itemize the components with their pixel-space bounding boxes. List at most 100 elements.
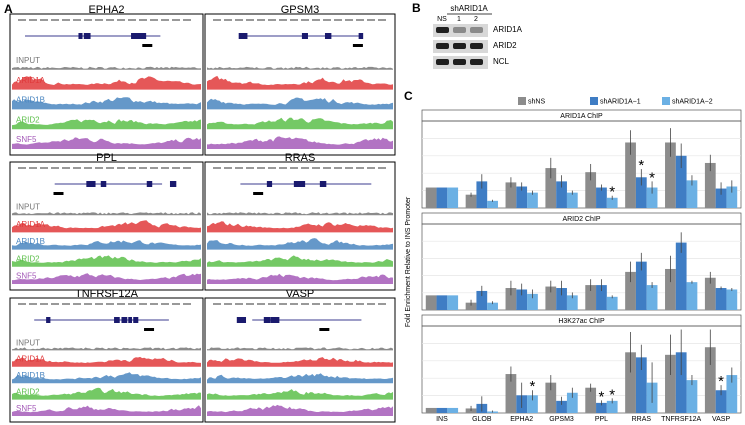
- track-label: ARID2: [16, 254, 40, 263]
- track-label: ARID1A: [16, 76, 46, 85]
- scale-text: [29, 303, 37, 305]
- scale-text: [290, 167, 298, 169]
- bar: [675, 155, 687, 208]
- exon: [83, 33, 91, 39]
- scale-text: [150, 167, 158, 169]
- scale-text: [257, 19, 265, 21]
- bar: [465, 302, 477, 310]
- protein-label: NCL: [493, 57, 510, 66]
- scale-text: [224, 167, 232, 169]
- bar: [686, 380, 698, 413]
- blot-band: [436, 27, 449, 33]
- scale-text: [301, 19, 309, 21]
- bar: [425, 295, 437, 310]
- bar: [566, 192, 578, 208]
- significance-star: *: [638, 157, 644, 174]
- scale-text: [246, 19, 254, 21]
- exon: [100, 181, 107, 187]
- track-label: ARID1A: [16, 355, 46, 364]
- scale-text: [172, 167, 180, 169]
- scale-text: [95, 303, 103, 305]
- blot-band: [436, 59, 449, 65]
- track-box: [9, 161, 204, 291]
- track-label: ARID2: [16, 388, 40, 397]
- scale-text: [117, 19, 125, 21]
- bar: [606, 296, 618, 310]
- signal-track: [12, 76, 201, 90]
- x-tick-label: TNFRSF12A: [661, 416, 701, 423]
- scale-text: [279, 19, 287, 21]
- y-axis-label: Fold Enrichment Relative to INS Promoter: [405, 196, 412, 327]
- scale-text: [84, 19, 92, 21]
- scale-text: [183, 167, 191, 169]
- x-tick-label: EPHA2: [510, 416, 533, 423]
- signal-track: [12, 240, 201, 250]
- track-label: INPUT: [16, 338, 40, 347]
- scale-text: [323, 19, 331, 21]
- bar: [704, 277, 716, 310]
- scale-text: [183, 19, 191, 21]
- bar: [487, 302, 498, 310]
- bar: [646, 187, 658, 208]
- scale-text: [128, 167, 136, 169]
- bar: [436, 407, 448, 413]
- signal-track: [12, 66, 201, 70]
- signal-track: [12, 405, 201, 416]
- scale-text: [312, 19, 320, 21]
- scale-text: [18, 19, 26, 21]
- signal-track: [207, 389, 393, 400]
- bar: [566, 295, 578, 310]
- bar: [505, 374, 517, 413]
- scale-text: [183, 303, 191, 305]
- signal-track: [12, 220, 201, 233]
- scale-text: [51, 167, 59, 169]
- scale-text: [367, 167, 375, 169]
- bar: [704, 162, 716, 208]
- bar: [476, 290, 488, 310]
- scale-text: [128, 19, 136, 21]
- bar: [505, 182, 517, 208]
- peak-region: [142, 44, 153, 47]
- scale-text: [378, 19, 386, 21]
- exon: [242, 317, 247, 323]
- gene-name: EPHA2: [88, 4, 124, 16]
- panel-letter: A: [4, 2, 13, 16]
- scale-text: [367, 19, 375, 21]
- bar: [487, 200, 498, 208]
- x-tick-label: GLOB: [472, 416, 492, 423]
- scale-text: [29, 167, 37, 169]
- scale-text: [51, 303, 59, 305]
- bar: [596, 187, 607, 208]
- x-tick-label: GPSM3: [549, 416, 574, 423]
- signal-track: [207, 404, 393, 416]
- track-label: ARID1B: [16, 96, 45, 105]
- signal-track: [207, 347, 393, 351]
- signal-track: [207, 238, 393, 250]
- scale-text: [150, 19, 158, 21]
- scale-text: [139, 303, 147, 305]
- bar: [556, 181, 567, 208]
- legend-swatch: [662, 97, 670, 105]
- signal-track: [12, 137, 201, 149]
- gene-name: GPSM3: [281, 4, 320, 16]
- signal-track: [207, 255, 393, 267]
- scale-text: [290, 19, 298, 21]
- bar: [516, 186, 528, 208]
- bar: [596, 402, 607, 413]
- scale-text: [235, 303, 243, 305]
- bar: [635, 177, 647, 208]
- bar: [505, 288, 517, 310]
- bar: [527, 293, 538, 310]
- lane-label: 2: [474, 16, 478, 23]
- gene-name: VASP: [286, 288, 315, 300]
- scale-text: [345, 303, 353, 305]
- exon: [266, 181, 273, 187]
- blot-band: [436, 43, 449, 49]
- signal-track: [12, 356, 201, 367]
- scale-text: [73, 19, 81, 21]
- scale-text: [73, 167, 81, 169]
- exon: [89, 181, 96, 187]
- scale-text: [213, 19, 221, 21]
- signal-track: [207, 97, 393, 110]
- peak-region: [253, 192, 264, 195]
